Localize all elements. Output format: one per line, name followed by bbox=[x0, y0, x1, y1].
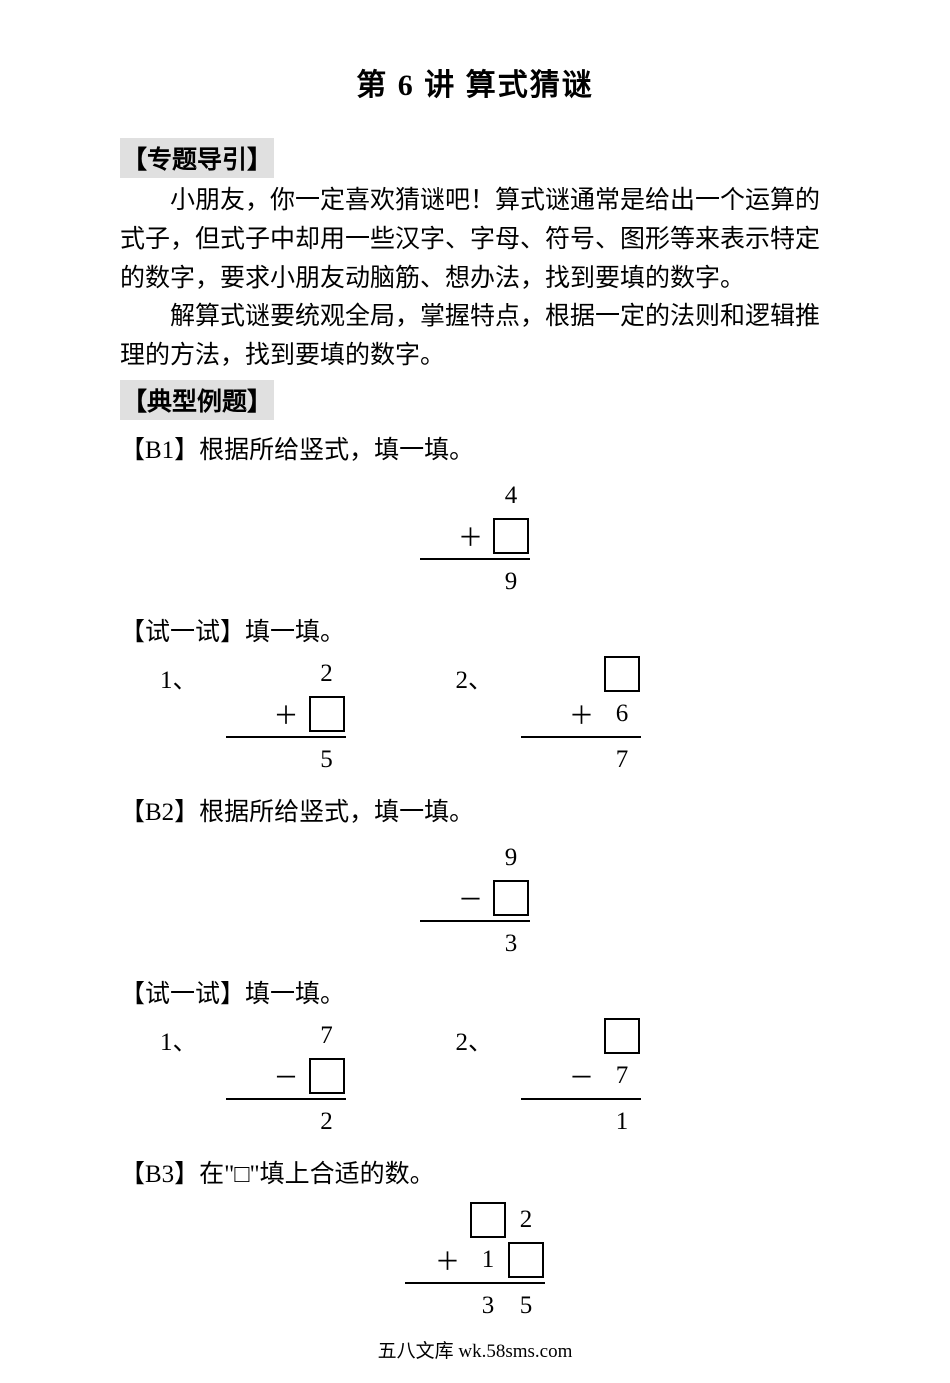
try1-item2-result: 7 bbox=[603, 742, 641, 778]
try2-item2-result: 1 bbox=[603, 1104, 641, 1140]
plus-sign: ＋ bbox=[569, 696, 603, 732]
blank-box-icon bbox=[604, 1018, 640, 1054]
try2-item2-second: 7 bbox=[603, 1058, 641, 1094]
b1-block: 4 ＋ 9 bbox=[120, 476, 830, 602]
b2-top: 9 bbox=[492, 840, 530, 876]
try2-row: 1、 7 － 2 2、 bbox=[160, 1016, 830, 1142]
intro-section: 【专题导引】 小朋友，你一定喜欢猜谜吧！算式谜通常是给出一个运算的式子，但式子中… bbox=[120, 134, 830, 424]
blank-box-icon bbox=[309, 1058, 345, 1094]
rule-line bbox=[405, 1282, 545, 1284]
b1-label: 【B1】根据所给竖式，填一填。 bbox=[120, 430, 830, 466]
intro-paragraph-2: 解算式谜要统观全局，掌握特点，根据一定的法则和逻辑推理的方法，找到要填的数字。 bbox=[120, 298, 830, 376]
b3-r1c2: 2 bbox=[507, 1202, 545, 1238]
try2-item1-top: 7 bbox=[308, 1018, 346, 1054]
blank-box-icon bbox=[604, 656, 640, 692]
try1-item2: 2、 ＋ 6 7 bbox=[456, 654, 642, 780]
rule-line bbox=[226, 736, 346, 738]
try2-item2: 2、 － 7 1 bbox=[456, 1016, 642, 1142]
page-footer: 五八文库 wk.58sms.com bbox=[120, 1336, 830, 1363]
blank-box-icon bbox=[493, 880, 529, 916]
b3-label: 【B3】在"□"填上合适的数。 bbox=[120, 1154, 830, 1190]
plus-sign: ＋ bbox=[435, 1242, 469, 1278]
blank-box-icon bbox=[508, 1242, 544, 1278]
b3-r2c1: 1 bbox=[469, 1242, 507, 1278]
rule-line bbox=[521, 1098, 641, 1100]
try1-item1-result: 5 bbox=[308, 742, 346, 778]
rule-line bbox=[521, 736, 641, 738]
try1-item2-label: 2、 bbox=[456, 660, 494, 696]
minus-sign: － bbox=[569, 1058, 603, 1094]
try1-item1: 1、 2 ＋ 5 bbox=[160, 654, 346, 780]
rule-line bbox=[226, 1098, 346, 1100]
page: 第 6 讲 算式猜谜 【专题导引】 小朋友，你一定喜欢猜谜吧！算式谜通常是给出一… bbox=[0, 0, 950, 1383]
try2-item1: 1、 7 － 2 bbox=[160, 1016, 346, 1142]
try1-item2-second: 6 bbox=[603, 696, 641, 732]
minus-sign: － bbox=[458, 880, 492, 916]
b2-result: 3 bbox=[492, 926, 530, 962]
intro-heading: 【专题导引】 bbox=[120, 138, 274, 178]
b1-top: 4 bbox=[492, 478, 530, 514]
try1-heading: 【试一试】填一填。 bbox=[120, 612, 830, 648]
page-title: 第 6 讲 算式猜谜 bbox=[120, 60, 830, 104]
minus-sign: － bbox=[274, 1058, 308, 1094]
plus-sign: ＋ bbox=[274, 696, 308, 732]
try1-item1-top: 2 bbox=[308, 656, 346, 692]
try1-row: 1、 2 ＋ 5 2、 bbox=[160, 654, 830, 780]
rule-line bbox=[420, 558, 530, 560]
b3-block: 2 ＋ 1 3 5 bbox=[120, 1200, 830, 1326]
examples-heading: 【典型例题】 bbox=[120, 380, 274, 420]
plus-sign: ＋ bbox=[458, 518, 492, 554]
b2-block: 9 － 3 bbox=[120, 838, 830, 964]
try2-item1-result: 2 bbox=[308, 1104, 346, 1140]
try2-item1-label: 1、 bbox=[160, 1022, 198, 1058]
blank-box-icon bbox=[470, 1202, 506, 1238]
b2-label: 【B2】根据所给竖式，填一填。 bbox=[120, 792, 830, 828]
blank-box-icon bbox=[309, 696, 345, 732]
intro-paragraph-1: 小朋友，你一定喜欢猜谜吧！算式谜通常是给出一个运算的式子，但式子中却用一些汉字、… bbox=[120, 182, 830, 298]
blank-box-icon bbox=[493, 518, 529, 554]
b3-res-c1: 3 bbox=[469, 1288, 507, 1324]
rule-line bbox=[420, 920, 530, 922]
try1-item1-label: 1、 bbox=[160, 660, 198, 696]
try2-heading: 【试一试】填一填。 bbox=[120, 974, 830, 1010]
b3-res-c2: 5 bbox=[507, 1288, 545, 1324]
b1-result: 9 bbox=[492, 564, 530, 600]
try2-item2-label: 2、 bbox=[456, 1022, 494, 1058]
